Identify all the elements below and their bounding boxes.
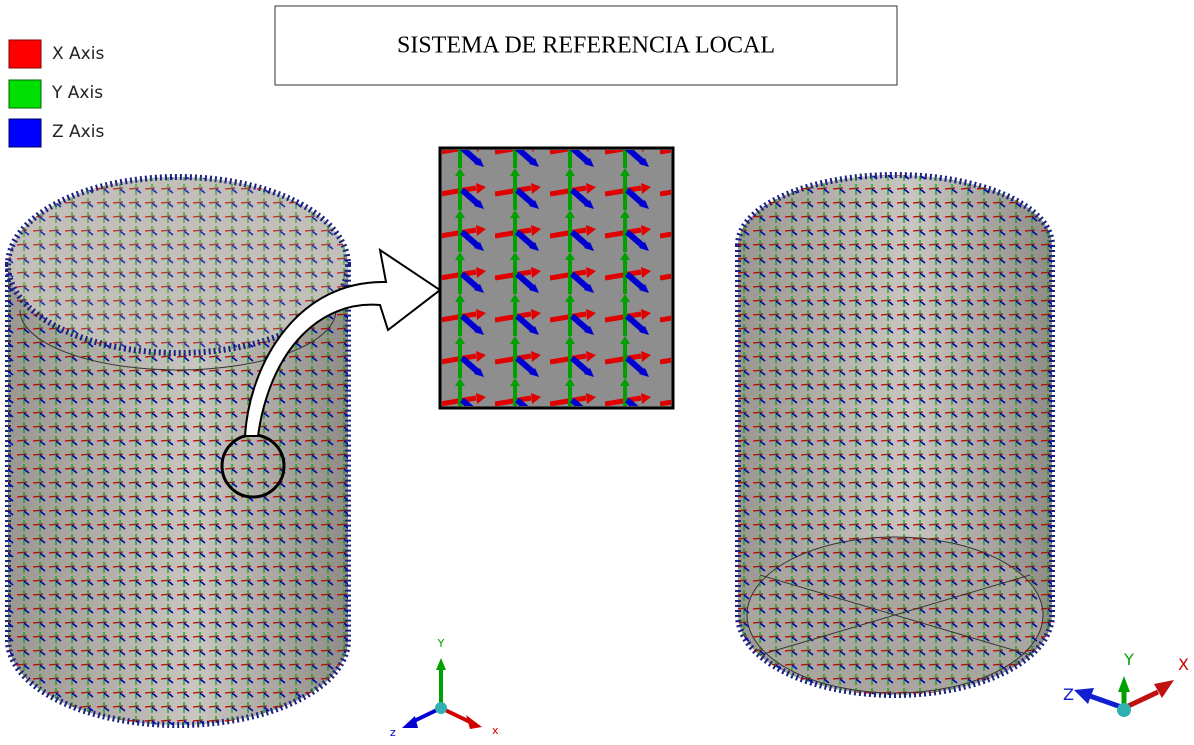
shape	[466, 715, 482, 729]
figure: X Axis Y Axis Z Axis SISTEMA DE REFERENC…	[0, 0, 1194, 745]
title: SISTEMA DE REFERENCIA LOCAL	[397, 33, 775, 59]
triad-label: Y	[437, 637, 445, 650]
legend-label: Z Axis	[52, 122, 104, 142]
triad-label: Y	[1123, 650, 1134, 669]
triad-label: X	[1178, 655, 1189, 674]
zoom-view	[440, 148, 673, 408]
legend-swatch	[9, 80, 41, 108]
shape	[1154, 680, 1174, 698]
triad-label: x	[492, 724, 499, 737]
legend-label: X Axis	[52, 44, 104, 64]
axis-triad: Y X Z	[1063, 650, 1189, 717]
legend-swatch	[9, 40, 41, 68]
shape	[402, 716, 418, 728]
shape	[1074, 688, 1094, 704]
triad-label: z	[390, 726, 396, 739]
legend-label: Y Axis	[51, 83, 103, 103]
legend: X Axis Y Axis Z Axis	[9, 40, 104, 147]
shape	[1117, 703, 1131, 717]
axis-triad: Y x z	[390, 637, 499, 739]
left-cylinder	[8, 177, 440, 725]
legend-swatch	[9, 119, 41, 147]
shape	[1118, 676, 1130, 692]
shape	[442, 150, 671, 406]
triad-label: Z	[1063, 685, 1074, 704]
page: X Axis Y Axis Z Axis SISTEMA DE REFERENC…	[0, 0, 1194, 745]
right-cylinder	[738, 175, 1052, 695]
shape	[436, 658, 446, 670]
shape	[435, 702, 447, 714]
